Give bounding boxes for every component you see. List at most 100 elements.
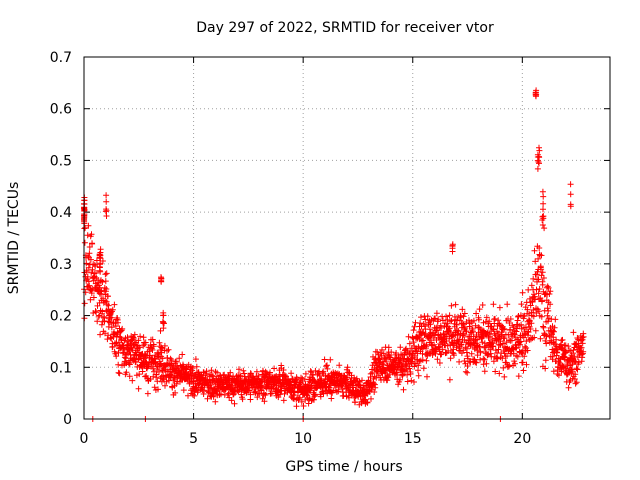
data-point [573,365,580,372]
data-point [531,247,538,254]
data-point [142,339,149,346]
data-point [579,340,586,347]
data-point [411,363,418,370]
data-point [536,286,543,292]
data-point [524,347,531,354]
data-point [456,317,463,324]
data-point [426,326,433,333]
data-point [574,366,581,373]
data-point [93,270,99,276]
data-point [103,270,110,277]
data-point [501,373,508,380]
data-point [492,315,498,322]
data-point [105,302,112,309]
data-point [328,395,335,402]
data-point [294,375,300,382]
data-point [126,348,133,355]
data-point [312,392,319,399]
data-point [456,358,463,365]
data-point [486,318,493,325]
data-point [476,306,483,313]
data-point [520,334,527,341]
data-point [535,290,542,297]
data-point [195,381,202,388]
data-point [499,355,506,362]
data-point [580,333,587,340]
data-point [192,356,199,363]
data-point [327,356,334,363]
data-point [507,326,514,333]
data-point [540,206,546,213]
data-point [96,264,103,271]
data-point [572,371,579,378]
data-point [155,386,161,393]
data-point [212,398,219,405]
data-point [94,318,101,325]
data-point [158,344,165,351]
data-point [490,343,497,350]
data-point [459,306,466,313]
data-point [104,293,111,300]
data-point [520,315,527,322]
data-point [185,392,191,399]
data-point [92,308,99,315]
data-point [538,252,545,259]
data-point [444,316,451,323]
data-point [321,356,328,363]
data-point [483,360,490,367]
data-point [471,356,478,363]
data-point [397,376,403,383]
data-point [368,395,374,402]
data-point [416,358,423,365]
data-point [214,369,221,376]
data-point [296,394,303,401]
data-point [176,355,183,362]
data-point [81,239,88,246]
data-point [201,387,208,394]
x-tick-label: 20 [513,431,531,447]
data-point [408,377,415,384]
data-point [541,225,548,232]
data-point [475,316,482,323]
data-point [193,363,200,370]
data-point [415,372,422,379]
data-point [433,310,440,317]
data-point [522,343,528,350]
data-point [518,321,525,328]
data-point [458,341,465,348]
data-point [300,403,307,409]
data-point [149,336,156,343]
data-point [531,334,538,341]
data-point [535,255,542,262]
data-point [247,391,254,398]
data-point [432,315,439,322]
data-point [538,266,545,273]
data-point [377,350,384,356]
data-point [567,203,574,210]
data-point [114,330,121,337]
data-point [108,324,115,331]
data-point [530,275,537,282]
data-point [393,350,400,356]
data-point [101,284,108,291]
data-point [527,302,534,309]
data-point [519,289,526,296]
data-point [108,314,115,321]
data-point [511,358,518,365]
data-point [462,368,469,375]
data-point [444,342,451,349]
tick-labels: 0 5 10 15 20 0 0.1 0.2 0.3 0.4 0.5 0.6 0.7 [50,50,532,447]
data-point [113,353,120,360]
data-point [500,340,506,347]
data-point [539,281,546,288]
data-point [135,337,142,344]
data-point [115,369,122,376]
data-point [130,335,137,341]
data-point [224,392,231,398]
data-point [107,334,114,341]
data-point [102,278,109,285]
data-point [580,348,587,355]
data-point [419,356,426,363]
data-point [261,398,268,405]
